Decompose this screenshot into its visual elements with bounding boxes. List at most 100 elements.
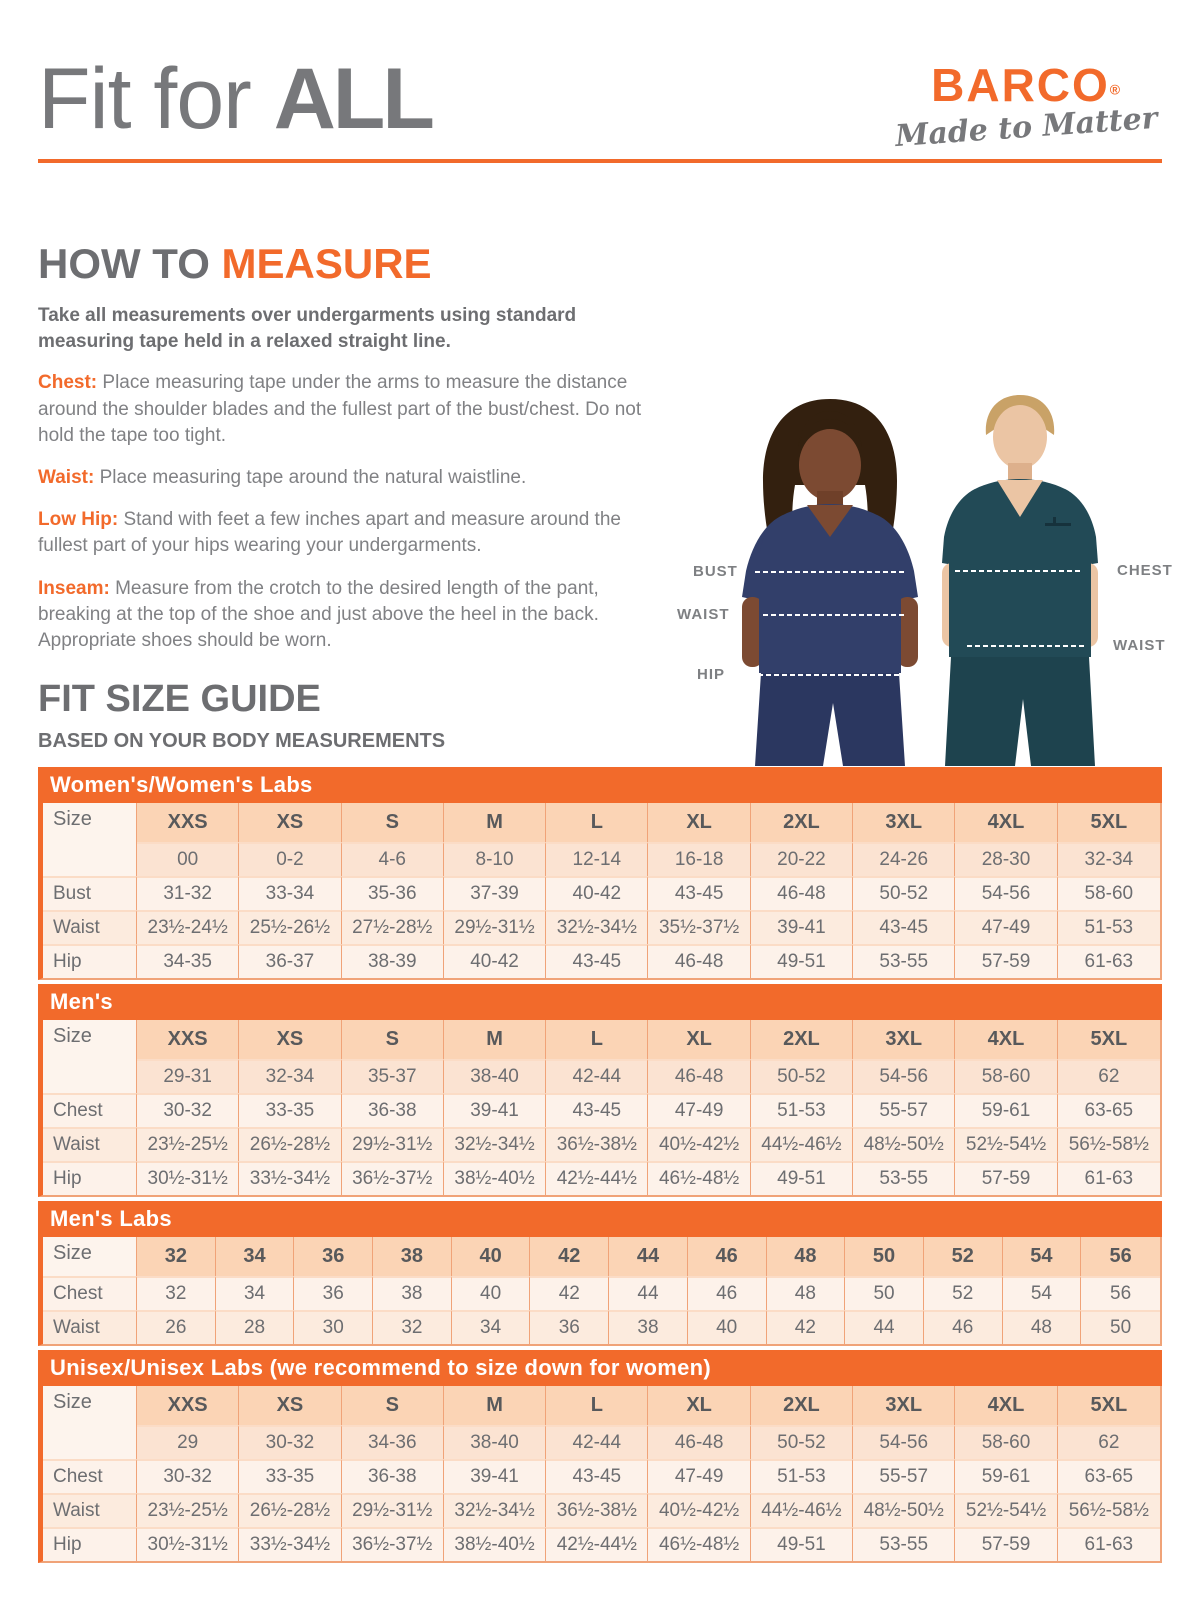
numeric-size-cell: 38-40: [443, 1059, 547, 1094]
measurement-value-cell: 43-45: [853, 910, 956, 945]
size-header-cell: 4XL: [955, 803, 1058, 843]
measurement-value-cell: 34-35: [137, 944, 240, 979]
measurement-value-cell: 35½-37½: [648, 910, 751, 945]
numeric-size-cell: 42-44: [546, 1425, 649, 1460]
woman-forearm-left: [742, 597, 763, 667]
measurement-value-cell: 44½-46½: [750, 1127, 854, 1162]
measurement-value-cell: 48½-50½: [853, 1127, 956, 1162]
measurement-value-cell: 51-53: [750, 1093, 854, 1128]
numeric-size-cell: 30-32: [239, 1425, 342, 1460]
measurement-value-cell: 33-35: [239, 1459, 342, 1494]
measurement-value-cell: 46½-48½: [648, 1161, 751, 1196]
heading-gray-part: HOW TO: [38, 240, 222, 287]
measure-item-label: Inseam:: [38, 577, 110, 599]
measurement-value-cell: 32½-34½: [443, 1493, 547, 1528]
table-holder-womens: Size XXS XS S M L XL 2XL 3XL 4XL 5XL 00 0-2 4-6 8-10 12…: [38, 803, 1162, 981]
measurement-row-label: Chest: [43, 1276, 137, 1311]
measurement-value-cell: 55-57: [853, 1459, 956, 1494]
table-row: Bust 31-32 33-34 35-36 37-39 40-42 43-45 46-48 5…: [43, 876, 1160, 911]
measurement-value-cell: 36-38: [341, 1459, 444, 1494]
woman-scrub-top: [759, 504, 901, 673]
measurement-value-cell: 46-48: [750, 876, 854, 911]
measurement-value-cell: 40: [687, 1310, 767, 1345]
measurement-value-cell: 40½-42½: [648, 1127, 751, 1162]
measurement-row-label: Bust: [43, 876, 137, 911]
table-row: Hip 34-35 36-37 38-39 40-42 43-45 46-48 49-51 53…: [43, 944, 1160, 979]
size-header-cell: S: [341, 803, 444, 843]
measurement-value-cell: 42½-44½: [546, 1527, 649, 1562]
measure-item-text: Place measuring tape under the arms to m…: [38, 372, 642, 446]
measurement-value-cell: 43-45: [546, 1459, 649, 1494]
page-title: Fit for ALL: [38, 56, 435, 142]
measurement-value-cell: 59-61: [955, 1459, 1058, 1494]
measurement-value-cell: 55-57: [853, 1093, 956, 1128]
measurement-value-cell: 46: [687, 1276, 767, 1311]
numeric-size-cell: 50-52: [750, 1059, 854, 1094]
numeric-size-cell: 8-10: [443, 842, 547, 877]
measure-item-text: Measure from the crotch to the desired l…: [38, 577, 599, 652]
size-header-cell: 44: [609, 1237, 688, 1277]
numeric-size-cell: 58-60: [955, 1059, 1058, 1094]
measurement-value-cell: 30-32: [137, 1459, 240, 1494]
measure-intro: Take all measurements over undergarments…: [38, 305, 577, 352]
measure-item-label: Chest:: [38, 372, 98, 394]
table-row: Chest 30-32 33-35 36-38 39-41 43-45 47-49 51-53…: [43, 1093, 1160, 1128]
header: Fit for ALL BARCO® Made to Matter: [38, 0, 1162, 154]
size-header-cell: S: [341, 1386, 444, 1426]
size-header-cell: 40: [451, 1237, 531, 1277]
numeric-size-cell: 00: [137, 842, 240, 877]
table-title: Unisex/Unisex Labs (we recommend to size…: [50, 1355, 712, 1381]
numeric-size-cell: 28-30: [955, 842, 1058, 877]
size-header-cell: XS: [239, 1386, 342, 1426]
page-title-light: Fit for: [38, 51, 274, 147]
measurement-value-cell: 32½-34½: [546, 910, 649, 945]
table-title-band: Women's/Women's Labs: [38, 767, 1162, 804]
measurement-value-cell: 32½-34½: [443, 1127, 547, 1162]
measurement-value-cell: 29½-31½: [443, 910, 547, 945]
measurement-value-cell: 36½-37½: [341, 1161, 444, 1196]
measurement-value-cell: 56½-58½: [1057, 1127, 1160, 1162]
size-table-section-womens: Women's/Women's Labs Size XXS XS S M L XL 2XL 3X…: [38, 767, 1162, 981]
measurement-value-cell: 52: [923, 1276, 1003, 1311]
measurement-value-cell: 42: [530, 1276, 610, 1311]
measurement-value-cell: 48½-50½: [853, 1493, 956, 1528]
numeric-size-cell: 24-26: [853, 842, 956, 877]
measurement-value-cell: 57-59: [955, 1527, 1058, 1562]
table-holder-mens-labs: Size 32 34 36 38 40 42 44 46 48 50 52 54 56 Chest 32 34 3…: [38, 1237, 1162, 1347]
measurement-value-cell: 31-32: [137, 876, 240, 911]
numeric-size-cell: 29-31: [137, 1059, 240, 1094]
measurement-value-cell: 46½-48½: [648, 1527, 751, 1562]
size-header-cell: L: [546, 1386, 649, 1426]
measurement-value-cell: 63-65: [1057, 1093, 1160, 1128]
table-holder-mens: Size XXS XS S M L XL 2XL 3XL 4XL 5XL 29-31 32-34 35-3…: [38, 1020, 1162, 1198]
measurement-value-cell: 26½-28½: [239, 1127, 342, 1162]
registered-trademark-icon: ®: [1109, 81, 1123, 98]
heading-orange-part: MEASURE: [221, 240, 432, 287]
table-row: Chest 32 34 36 38 40 42 44 46 48 50 52 54 56: [43, 1276, 1160, 1311]
size-header-cell: L: [546, 803, 649, 843]
measurement-value-cell: 30-32: [137, 1093, 240, 1128]
measure-item-waist: Waist: Place measuring tape around the n…: [38, 465, 652, 491]
table-row: Waist 23½-25½ 26½-28½ 29½-31½ 32½-34½ 36½-38½…: [43, 1127, 1160, 1162]
measurement-value-cell: 29½-31½: [341, 1493, 444, 1528]
size-header-cell: 3XL: [853, 1020, 956, 1060]
size-header-cell: XL: [648, 803, 751, 843]
how-to-measure-heading: HOW TO MEASURE: [38, 243, 1162, 285]
measurement-value-cell: 30½-31½: [137, 1527, 240, 1562]
numeric-size-cell: 12-14: [546, 842, 649, 877]
brand-wordmark: BARCO®: [895, 62, 1158, 108]
table-holder-unisex: Size XXS XS S M L XL 2XL 3XL 4XL 5XL 29 30-32 34-36 38…: [38, 1386, 1162, 1564]
man-scrub-pants: [945, 657, 1095, 766]
size-header-cell: 52: [923, 1237, 1003, 1277]
table-title-band: Men's: [38, 984, 1162, 1021]
measurement-value-cell: 40½-42½: [648, 1493, 751, 1528]
measurement-value-cell: 46: [923, 1310, 1003, 1345]
size-header-cell: 4XL: [955, 1020, 1058, 1060]
measurement-row-label: Waist: [43, 1127, 137, 1162]
brand-name: BARCO: [931, 59, 1110, 111]
measurement-value-cell: 50: [845, 1276, 924, 1311]
man-face: [993, 405, 1047, 469]
measurement-value-cell: 52½-54½: [955, 1127, 1058, 1162]
measurement-value-cell: 43-45: [546, 944, 649, 979]
measurement-value-cell: 34: [451, 1310, 531, 1345]
